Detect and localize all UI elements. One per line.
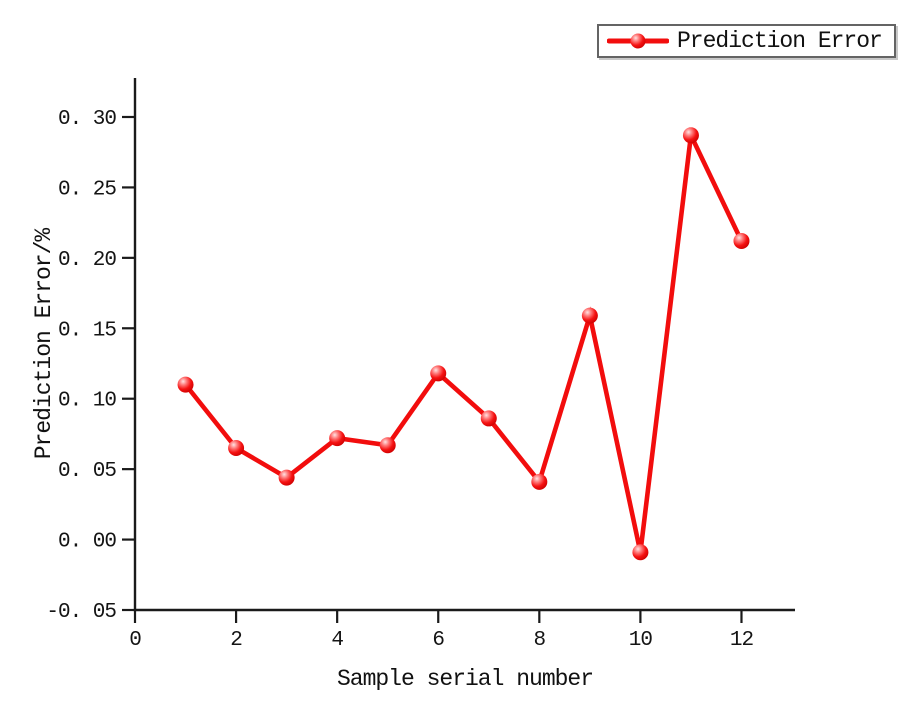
x-tick-label: 2: [230, 629, 242, 652]
data-point-5: [379, 437, 396, 454]
data-point-3: [278, 469, 295, 486]
data-point-12: [733, 232, 750, 249]
x-tick-label: 10: [629, 629, 653, 652]
data-point-2: [228, 440, 245, 457]
x-axis-title: Sample serial number: [336, 666, 594, 692]
x-tick-label: 8: [534, 629, 546, 652]
x-tick-label: 0: [129, 629, 141, 652]
data-point-6: [430, 365, 447, 382]
x-tick-label: 12: [730, 629, 754, 652]
y-tick-label: -0. 05: [46, 601, 116, 624]
y-tick-label: 0. 00: [58, 531, 116, 554]
y-tick-label: 0. 25: [58, 178, 116, 201]
y-tick-label: 0. 15: [58, 319, 116, 342]
y-tick-label: 0. 10: [58, 390, 116, 413]
y-tick-label: 0. 05: [58, 460, 116, 483]
legend-label: Prediction Error: [677, 28, 883, 54]
data-point-11: [682, 127, 699, 144]
x-tick-label: 6: [432, 629, 444, 652]
series-line: [183, 127, 744, 553]
y-tick-label: 0. 20: [58, 249, 116, 272]
y-tick-label: 0. 30: [58, 108, 116, 131]
legend: Prediction Error: [597, 24, 896, 58]
data-point-7: [480, 410, 497, 427]
data-point-1: [177, 376, 194, 393]
x-tick-label: 4: [331, 629, 343, 652]
legend-line-marker-icon: [607, 33, 669, 49]
y-axis-title: Prediction Error/%: [31, 228, 57, 460]
data-point-4: [329, 430, 346, 447]
data-point-10: [632, 544, 649, 561]
data-point-8: [531, 473, 548, 490]
data-point-9: [581, 307, 598, 324]
